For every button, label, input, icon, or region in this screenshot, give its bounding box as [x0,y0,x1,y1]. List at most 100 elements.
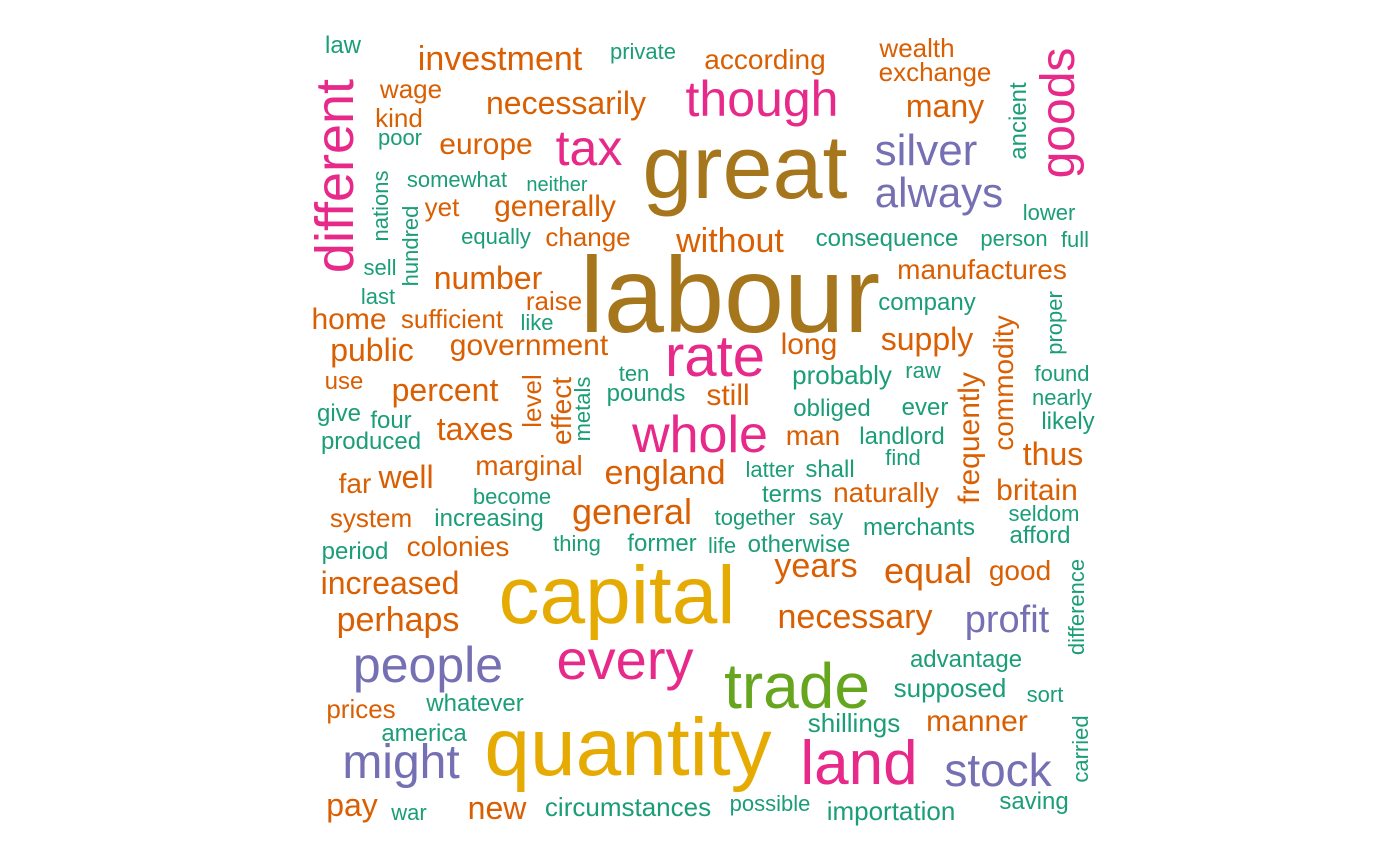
word-years: years [774,547,858,585]
word-exchange: exchange [878,57,992,87]
word-labour: labour [579,234,881,355]
word-necessarily: necessarily [485,85,647,121]
word-new: new [467,790,527,826]
word-shall: shall [805,456,855,483]
word-generally: generally [494,190,616,223]
word-america: america [381,720,467,747]
word-possible: possible [729,791,811,816]
word-like: like [520,310,554,335]
word-company: company [878,289,976,316]
word-marginal: marginal [475,450,583,481]
word-war: war [391,800,427,825]
word-far: far [338,468,372,499]
word-found: found [1034,361,1090,386]
word-hundred: hundred [398,205,423,287]
word-number: number [433,260,543,296]
word-commodity: commodity [988,315,1019,451]
word-give: give [316,400,362,427]
word-change: change [545,222,631,252]
word-thus: thus [1022,436,1084,472]
word-metals: metals [570,376,595,442]
word-importation: importation [826,796,956,826]
word-say: say [808,505,844,530]
word-whatever: whatever [426,690,524,717]
word-increased: increased [320,565,460,601]
word-land: land [800,729,918,798]
word-home: home [311,303,387,336]
word-whole: whole [632,406,768,464]
word-thing: thing [553,531,601,556]
word-probably: probably [792,360,892,390]
word-produced: produced [320,428,422,455]
word-lower: lower [1022,200,1076,225]
word-raw: raw [905,358,941,383]
word-become: become [472,484,552,509]
word-otherwise: otherwise [747,531,851,558]
word-britain: britain [996,474,1078,507]
word-naturally: naturally [833,477,939,508]
word-public: public [330,332,414,368]
word-raise: raise [525,286,583,316]
word-terms: terms [762,481,822,508]
word-goods: goods [1032,47,1085,179]
word-afford: afford [1009,522,1071,549]
word-wage: wage [379,74,443,104]
word-europe: europe [439,128,533,161]
word-consequence: consequence [815,225,959,252]
word-ever: ever [901,394,949,421]
word-nearly: nearly [1032,385,1092,410]
word-former: former [627,530,697,557]
word-pounds: pounds [606,380,686,407]
word-capital: capital [498,550,736,641]
word-profit: profit [964,599,1050,641]
word-four: four [370,407,412,434]
word-england: england [604,454,726,492]
word-long: long [780,328,838,361]
word-together: together [714,505,796,530]
word-saving: saving [999,788,1069,815]
word-general: general [571,491,693,532]
word-taxes: taxes [436,411,514,447]
word-person: person [980,226,1048,251]
word-find: find [885,445,921,470]
word-without: without [676,222,784,260]
word-manner: manner [926,705,1028,738]
word-rate: rate [665,324,765,389]
word-frequently: frequently [953,372,986,504]
word-use: use [324,368,364,395]
word-advantage: advantage [909,646,1023,673]
word-still: still [706,379,750,412]
word-always: always [874,169,1004,216]
word-level: level [517,374,547,428]
word-though: though [685,71,839,127]
word-prices: prices [326,694,396,724]
word-last: last [360,284,396,309]
word-obliged: obliged [793,395,871,422]
word-good: good [988,555,1052,586]
word-shillings: shillings [807,708,901,738]
word-investment: investment [417,40,583,78]
word-difference: difference [1064,558,1089,656]
word-many: many [905,88,985,124]
word-might: might [342,736,460,789]
word-equally: equally [461,224,531,249]
word-poor: poor [377,125,423,150]
word-according: according [704,44,826,75]
word-landlord: landlord [859,423,945,450]
word-every: every [556,628,694,691]
word-yet: yet [424,192,460,222]
word-law: law [324,32,362,59]
word-government: government [449,329,609,362]
word-ancient: ancient [1005,82,1032,160]
word-private: private [609,39,677,64]
word-likely: likely [1041,408,1095,435]
word-man: man [785,420,841,451]
word-different: different [305,78,365,274]
word-period: period [321,538,389,565]
word-trade: trade [724,650,870,722]
word-ten: ten [618,361,650,386]
word-necessary: necessary [777,598,933,636]
word-supposed: supposed [893,673,1007,703]
word-kind: kind [375,103,423,133]
